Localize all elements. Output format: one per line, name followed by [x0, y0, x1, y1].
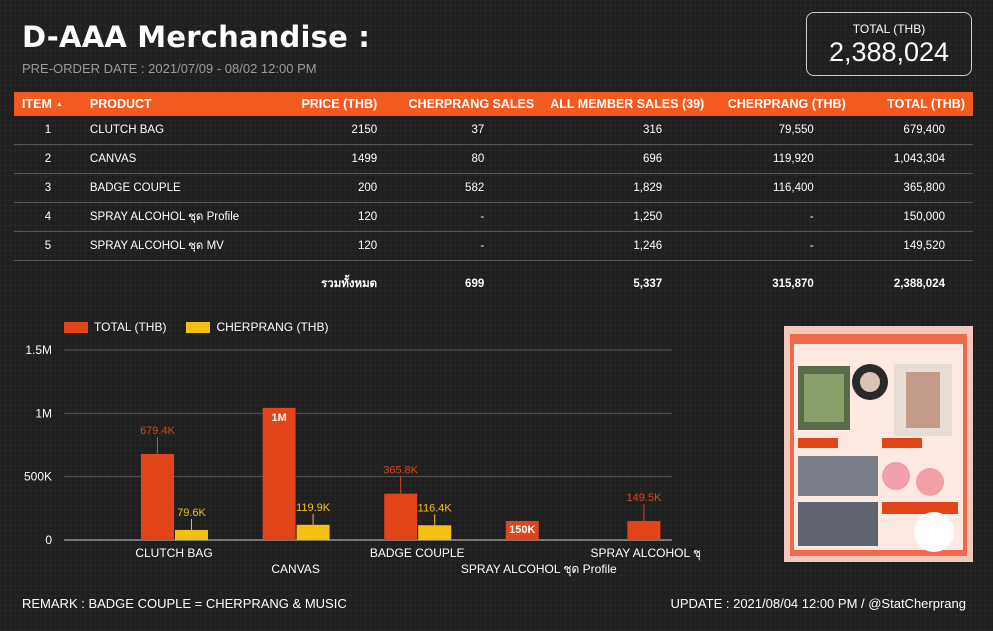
data-label: 79.6K	[177, 507, 206, 519]
table-row: 2 CANVAS 1499 80 696 119,920 1,043,304	[14, 144, 973, 174]
x-tick-label: CANVAS	[271, 562, 319, 576]
cell-product: CANVAS	[81, 144, 268, 174]
cell-cherprang-sales: -	[385, 202, 543, 232]
cell-price: 1499	[267, 144, 386, 174]
legend-label-cherprang: CHERPRANG (THB)	[216, 320, 329, 334]
sort-up-icon[interactable]: ▲	[55, 101, 63, 109]
bar-cherprang	[175, 529, 208, 540]
bar-total	[262, 407, 296, 540]
cell-cherprang-thb: 119,920	[712, 144, 854, 174]
legend-item-cherprang[interactable]: CHERPRANG (THB)	[186, 320, 328, 334]
col-cherprang-thb[interactable]: CHERPRANG (THB)	[712, 92, 854, 116]
cell-total-thb: 150,000	[853, 202, 973, 232]
bar-chart: 0 500K 1M 1.5M 679.4K 79.6K CLUTCH BAG 1M 119.9K…	[24, 343, 700, 577]
total-row-label: รวมทั้งหมด	[321, 278, 378, 290]
legend-swatch-total	[64, 321, 88, 333]
col-total-thb[interactable]: TOTAL (THB)	[853, 92, 973, 116]
cell-product: SPRAY ALCOHOL ชุด Profile	[81, 202, 268, 232]
table-row: 4 SPRAY ALCOHOL ชุด Profile 120 - 1,250 …	[14, 202, 973, 232]
cell-item: 4	[14, 202, 82, 232]
table-row: 5 SPRAY ALCOHOL ชุด MV 120 - 1,246 - 149…	[14, 231, 973, 261]
col-all-member-sales[interactable]: ALL MEMBER SALES (39)	[542, 92, 713, 116]
data-label: 119.9K	[296, 502, 331, 514]
total-value: 2,388,024	[828, 37, 950, 67]
y-tick-label: 0	[45, 533, 52, 547]
cell-price: 120	[267, 202, 386, 232]
table-header-row: ITEM ▲ PRODUCT PRICE (THB) CHERPRANG SALE…	[14, 92, 973, 116]
data-label: 365.8K	[383, 465, 419, 477]
cell-all-member-sales: 1,829	[542, 173, 713, 203]
cell-all-member-sales: 1,246	[542, 231, 713, 261]
total-cherprang-sales: 699	[465, 278, 485, 290]
table-row: 3 BADGE COUPLE 200 582 1,829 116,400 365…	[14, 173, 973, 203]
page-title: D-AAA Merchandise :	[22, 20, 371, 54]
cell-item: 2	[14, 144, 82, 174]
merch-promo-image	[784, 326, 973, 562]
y-tick-label: 1.5M	[25, 343, 52, 357]
cell-total-thb: 365,800	[853, 173, 973, 203]
cell-all-member-sales: 1,250	[542, 202, 713, 232]
preorder-date: PRE-ORDER DATE : 2021/07/09 - 08/02 12:0…	[22, 61, 317, 76]
data-label: 679.4K	[140, 425, 176, 437]
cell-product: CLUTCH BAG	[81, 116, 268, 145]
bar-cherprang	[296, 524, 330, 540]
x-tick-label: SPRAY ALCOHOL ชุด MV	[591, 546, 700, 561]
cell-cherprang-thb: -	[712, 231, 854, 261]
data-label: 149.5K	[626, 492, 662, 504]
col-cherprang-sales[interactable]: CHERPRANG SALES	[385, 92, 543, 116]
legend-item-total[interactable]: TOTAL (THB)	[64, 320, 166, 334]
legend-label-total: TOTAL (THB)	[94, 320, 167, 334]
remark-text: REMARK : BADGE COUPLE = CHERPRANG & MUSI…	[22, 596, 347, 611]
merch-table: ITEM ▲ PRODUCT PRICE (THB) CHERPRANG SALE…	[14, 92, 973, 307]
legend-swatch-cherprang	[186, 321, 211, 333]
x-tick-label: BADGE COUPLE	[370, 546, 465, 560]
data-label: 150K	[509, 524, 535, 536]
cell-total-thb: 149,520	[853, 231, 973, 261]
x-tick-label: SPRAY ALCOHOL ชุด Profile	[461, 562, 617, 577]
y-tick-label: 500K	[24, 470, 52, 484]
bar-total	[505, 521, 539, 540]
cell-product: SPRAY ALCOHOL ชุด MV	[81, 231, 268, 261]
data-label: 1M	[271, 412, 286, 424]
cell-cherprang-thb: -	[712, 202, 854, 232]
col-price[interactable]: PRICE (THB)	[267, 92, 386, 116]
table-total-row: รวมทั้งหมด 699 5,337 315,870 2,388,024	[14, 261, 973, 308]
cell-cherprang-thb: 116,400	[712, 173, 854, 203]
table-row: 1 CLUTCH BAG 2150 37 316 79,550 679,400	[14, 116, 973, 145]
cell-item: 1	[14, 116, 82, 145]
total-label: TOTAL (THB)	[852, 22, 926, 36]
total-total-thb: 2,388,024	[893, 278, 945, 290]
bar-total	[141, 453, 174, 540]
cell-price: 200	[267, 173, 386, 203]
cell-total-thb: 1,043,304	[853, 144, 973, 174]
cell-item: 5	[14, 231, 82, 261]
col-product[interactable]: PRODUCT	[81, 92, 268, 116]
cell-all-member-sales: 696	[542, 144, 713, 174]
total-all-member-sales: 5,337	[633, 278, 663, 290]
bar-total	[627, 521, 661, 540]
cell-cherprang-sales: 582	[385, 173, 543, 203]
data-label: 116.4K	[418, 502, 453, 514]
bar-cherprang	[418, 525, 452, 540]
total-scorecard: TOTAL (THB) 2,388,024	[806, 12, 972, 76]
cell-price: 120	[267, 231, 386, 261]
update-text: UPDATE : 2021/08/04 12:00 PM / @StatCher…	[670, 596, 966, 611]
cell-cherprang-sales: 80	[385, 144, 543, 174]
chart-legend: TOTAL (THB) CHERPRANG (THB)	[64, 320, 348, 334]
cell-all-member-sales: 316	[542, 116, 713, 145]
cell-cherprang-thb: 79,550	[712, 116, 854, 145]
cell-cherprang-sales: -	[385, 231, 543, 261]
x-tick-label: CLUTCH BAG	[135, 546, 212, 560]
cell-price: 2150	[267, 116, 386, 145]
cell-item: 3	[14, 173, 82, 203]
total-cherprang-thb: 315,870	[772, 278, 814, 290]
cell-cherprang-sales: 37	[385, 116, 543, 145]
col-item[interactable]: ITEM ▲	[14, 92, 82, 116]
y-tick-label: 1M	[35, 406, 52, 420]
cell-total-thb: 679,400	[853, 116, 973, 145]
cell-product: BADGE COUPLE	[81, 173, 268, 203]
bar-total	[384, 493, 418, 540]
